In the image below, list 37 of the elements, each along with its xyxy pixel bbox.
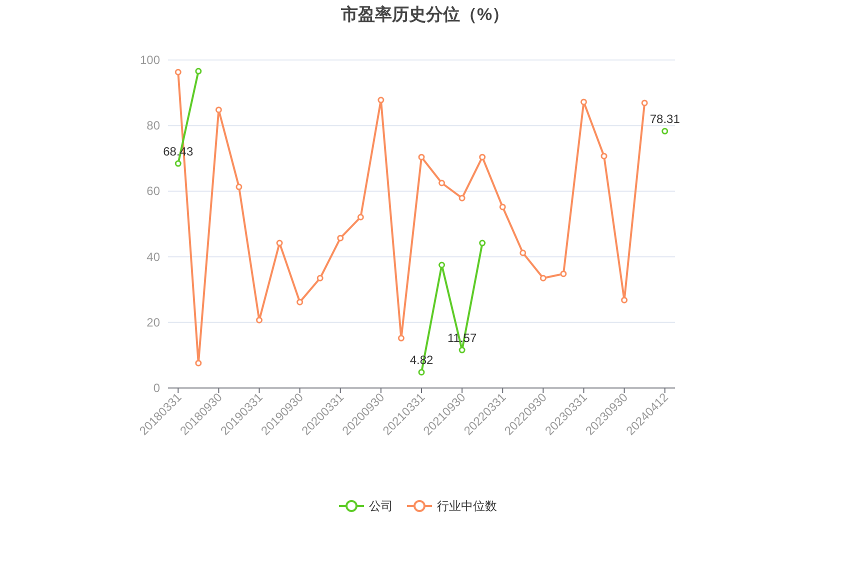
point <box>499 204 506 210</box>
y-tick-label: 20 <box>146 315 160 330</box>
point <box>600 152 608 160</box>
point <box>316 274 324 282</box>
point <box>479 154 486 160</box>
point <box>378 96 384 104</box>
point <box>580 98 587 106</box>
point <box>398 334 404 342</box>
point <box>418 154 425 160</box>
y-tick-label: 100 <box>140 53 160 67</box>
point <box>256 316 263 324</box>
point <box>662 128 668 134</box>
point <box>337 234 344 242</box>
point <box>174 68 182 76</box>
point <box>276 240 283 246</box>
point <box>520 250 526 256</box>
legend-label: 公司 <box>369 499 393 513</box>
y-tick-label: 40 <box>146 250 160 264</box>
data-label: 78.31 <box>650 112 680 126</box>
y-tick-label: 80 <box>146 118 160 133</box>
point <box>438 180 446 186</box>
point <box>621 296 628 304</box>
point <box>296 298 304 306</box>
point <box>195 68 202 74</box>
point <box>215 106 222 114</box>
point <box>560 270 567 278</box>
point <box>540 274 546 282</box>
point <box>174 160 182 167</box>
point <box>357 214 364 220</box>
y-tick-label: 60 <box>146 184 160 198</box>
chart-title: 市盈率历史分位（%） <box>340 5 510 24</box>
y-tick-label: 0 <box>153 381 160 395</box>
point <box>236 184 242 190</box>
point <box>458 194 466 202</box>
legend-label: 行业中位数 <box>437 499 497 513</box>
point <box>641 100 648 106</box>
point <box>195 360 202 366</box>
